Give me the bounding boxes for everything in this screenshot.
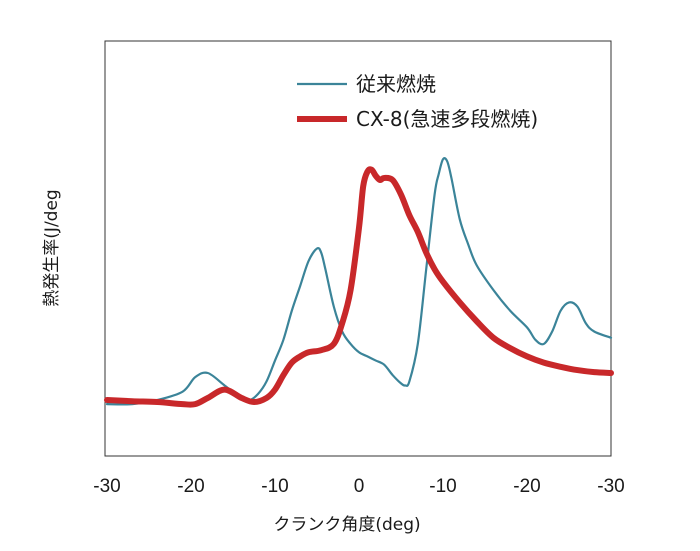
- x-tick-label: -10: [261, 476, 288, 497]
- legend-label-cx8: CX-8(急速多段燃焼): [356, 107, 538, 131]
- x-tick-label: -30: [93, 476, 120, 497]
- plot-area-frame: [104, 40, 612, 457]
- x-tick-label: 0: [354, 476, 365, 497]
- x-tick-labels: -30 -20 -10 0 -10 -20 -30: [93, 476, 624, 497]
- x-tick-label: -30: [597, 476, 624, 497]
- series-layer: [104, 157, 614, 408]
- x-tick-label: -20: [513, 476, 540, 497]
- series-line-cx8: [104, 166, 614, 408]
- x-tick-label: -10: [429, 476, 456, 497]
- x-tick-label: -20: [177, 476, 204, 497]
- legend: 従来燃焼 CX-8(急速多段燃焼): [297, 72, 538, 131]
- legend-label-conventional: 従来燃焼: [356, 72, 436, 96]
- x-axis-title: クランク角度(deg): [273, 515, 420, 535]
- series-line-conventional: [105, 157, 613, 406]
- y-axis-title: 熱発生率(J/deg: [42, 189, 62, 306]
